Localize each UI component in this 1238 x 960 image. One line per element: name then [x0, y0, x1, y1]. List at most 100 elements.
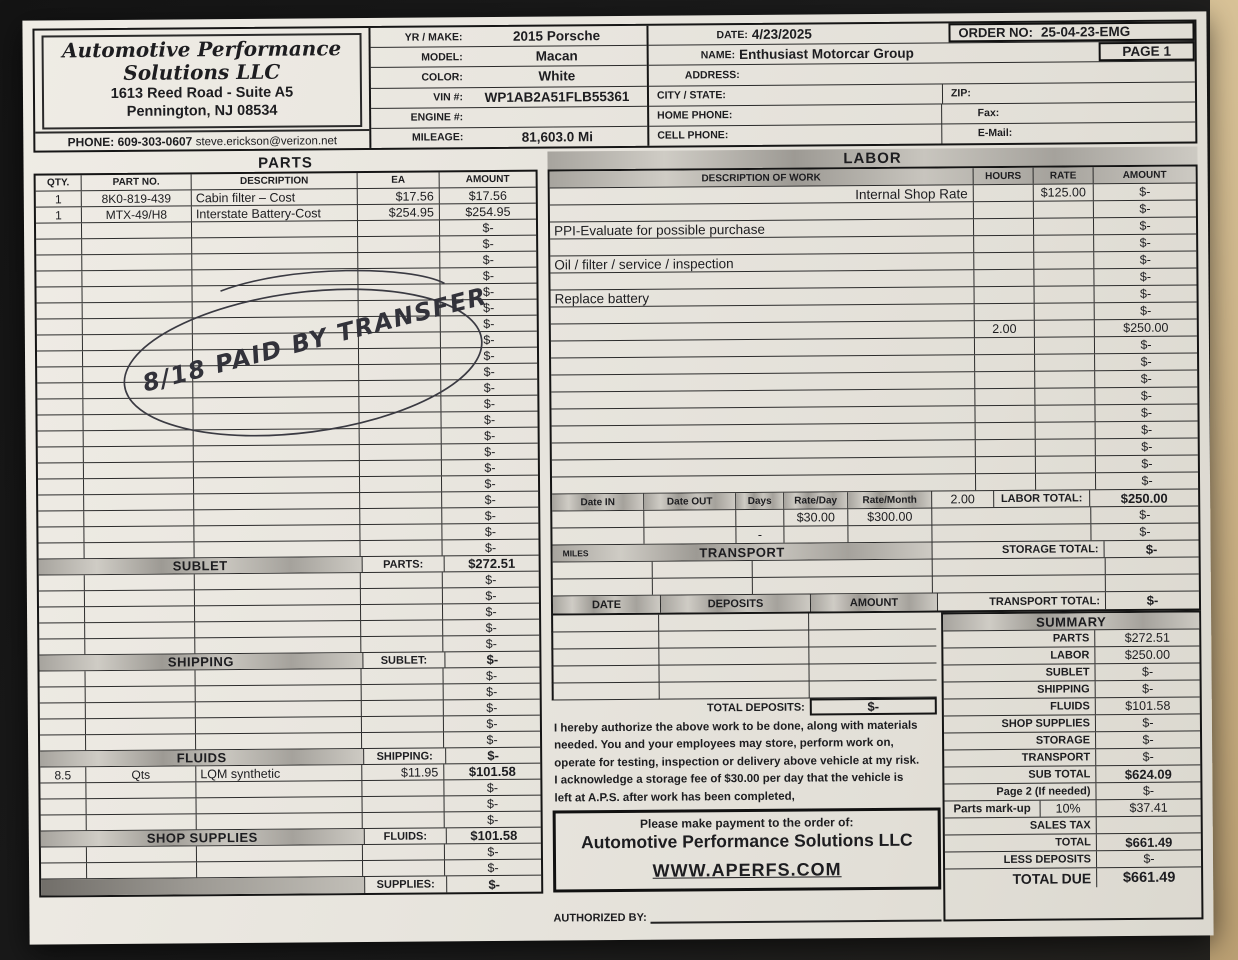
company-phone-line: PHONE: 609-303-0607 steve.erickson@veriz… [35, 128, 370, 151]
rate-cell [1034, 337, 1096, 354]
storage-col-header: Date IN [552, 493, 645, 511]
partno-cell [86, 798, 197, 815]
summary-row: TOTAL $661.49 [944, 833, 1201, 853]
partno-cell [84, 510, 195, 527]
ea-cell [362, 796, 445, 813]
section-band-title: SHIPPING [39, 653, 364, 671]
desc-cell [197, 861, 364, 878]
partno-cell [87, 862, 198, 879]
hours-cell [975, 439, 1036, 457]
transport-band: MILES TRANSPORT [552, 542, 933, 562]
vehicle-row: MILEAGE: 81,603.0 Mi [371, 127, 647, 148]
rate-cell [1034, 235, 1095, 252]
ea-cell [358, 284, 441, 301]
ea-cell [360, 492, 443, 509]
amount-cell: $- [484, 524, 497, 539]
summary-value: $272.51 [1124, 630, 1170, 646]
rate-cell [1033, 201, 1094, 218]
summary-label: STORAGE [944, 732, 1097, 750]
desc-cell: LQM synthetic [196, 765, 363, 782]
ea-cell [360, 588, 443, 605]
summary-value: $- [1143, 851, 1155, 866]
summary-label: TRANSPORT [944, 749, 1097, 767]
partno-cell: 8K0-819-439 [81, 190, 192, 207]
amount-cell: $- [483, 364, 495, 379]
amount-cell: $- [482, 236, 494, 251]
email-label: E-Mail: [977, 127, 1013, 140]
deposit-date-cell [551, 614, 660, 633]
vehicle-label: YR / MAKE: [404, 30, 463, 44]
phone-number: 609-303-0607 [117, 134, 193, 149]
row-cellphone-email: CELL PHONE: E-Mail: [649, 122, 1196, 145]
cell-phone-label: CELL PHONE: [657, 129, 729, 143]
partno-cell [86, 782, 197, 799]
transport-cell [752, 576, 933, 594]
deposit-amount-cell [809, 612, 937, 631]
amount-cell: $- [482, 284, 495, 299]
transport-cell [552, 561, 653, 579]
work-desc-cell [551, 389, 976, 409]
payment-box: Please make payment to the order of: Aut… [552, 807, 942, 893]
deposits-col-header: DEPOSITS [660, 594, 812, 613]
ea-cell [360, 508, 443, 525]
ea-cell [358, 300, 441, 317]
deposits-col-header: AMOUNT [810, 593, 939, 612]
qty-cell [37, 447, 84, 463]
desc-cell [194, 509, 361, 526]
vehicle-row: MODEL: Macan [370, 45, 647, 69]
partno-cell [84, 590, 195, 607]
summary-label: LESS DEPOSITS [944, 851, 1098, 869]
section-band-title: SUBLET [38, 557, 363, 575]
vehicle-row: VIN #: WP1AB2A51FLB55361 [370, 86, 648, 109]
ea-cell [362, 780, 445, 797]
desc-cell [193, 381, 360, 398]
partno-cell [84, 542, 195, 559]
work-desc-cell: Replace battery [550, 287, 975, 307]
rate-cell [1035, 405, 1096, 422]
desc-cell [194, 589, 361, 606]
qty-cell [36, 255, 83, 271]
hours-cell [974, 337, 1036, 355]
partno-cell [84, 574, 195, 591]
desc-cell: Cabin filter – Cost [191, 189, 358, 206]
deposit-date-cell [551, 665, 660, 684]
partno-cell [82, 318, 193, 335]
amount-cell: $- [484, 508, 496, 523]
summary-row: TRANSPORT $- [944, 748, 1201, 768]
desc-cell [196, 845, 363, 862]
amount-cell: $- [486, 732, 498, 747]
desc-cell [193, 365, 360, 382]
qty-cell [37, 479, 85, 495]
labor-amount-cell: $- [1141, 473, 1153, 488]
ea-cell [358, 236, 441, 253]
address-label: ADDRESS: [684, 68, 740, 82]
amount-cell: $- [484, 460, 496, 475]
summary-row: SUBLET $- [943, 663, 1200, 683]
storage-cell [552, 527, 645, 545]
ea-cell [359, 380, 442, 397]
qty-cell [36, 303, 83, 319]
work-desc-cell: PPI-Evaluate for possible purchase [549, 219, 975, 239]
desc-cell [192, 253, 359, 270]
amount-cell: $- [482, 268, 495, 283]
summary-label: Parts mark-up [944, 800, 1041, 818]
partno-cell [83, 430, 194, 447]
desc-cell [195, 637, 362, 654]
deposit-desc-cell [659, 613, 810, 632]
partno-cell [84, 494, 195, 511]
section-total-label: SHIPPING: [364, 748, 447, 765]
summary-label: SUB TOTAL [944, 766, 1097, 784]
desc-cell [193, 429, 360, 446]
vehicle-value: 2015 Porsche [512, 28, 601, 44]
labor-total-hours: 2.00 [932, 491, 995, 508]
zip-cell: ZIP: [941, 81, 1196, 104]
amount-cell: $17.56 [468, 188, 507, 203]
summary-row: SALES TAX [944, 816, 1201, 836]
qty-cell [40, 799, 87, 815]
hours-cell [974, 286, 1035, 304]
fax-label: Fax: [977, 107, 1000, 120]
summary-row: FLUIDS $101.58 [943, 697, 1200, 717]
partno-cell [85, 718, 196, 735]
vehicle-row: COLOR: White [370, 66, 647, 89]
order-no-value: 25-04-23-EMG [1040, 24, 1131, 40]
